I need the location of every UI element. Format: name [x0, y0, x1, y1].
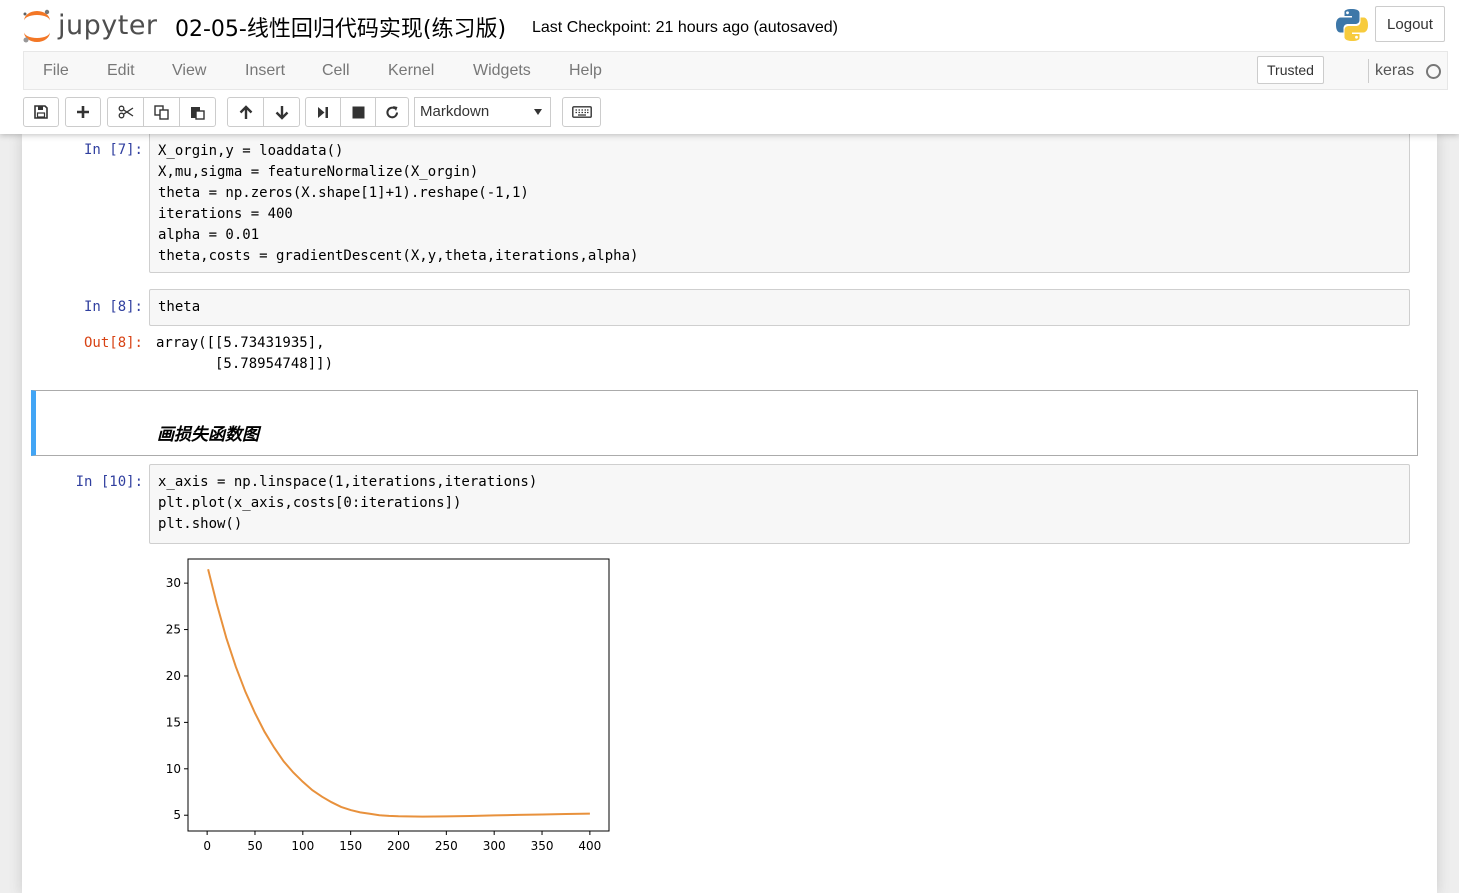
menu-insert[interactable]: Insert	[245, 62, 286, 79]
markdown-heading: 画损失函数图	[157, 425, 259, 444]
menu-kernel[interactable]: Kernel	[388, 62, 435, 79]
cut-button[interactable]	[107, 97, 144, 127]
x-tick-label: 100	[291, 839, 314, 853]
menu-view[interactable]: View	[172, 62, 207, 79]
kernel-name[interactable]: keras	[1375, 62, 1415, 79]
code-line: plt.plot(x_axis,costs[0:iterations])	[158, 495, 462, 511]
plus-icon	[77, 106, 89, 118]
cell-type-value: Markdown	[420, 103, 490, 120]
paste-icon	[190, 106, 205, 120]
x-tick-label: 0	[203, 839, 211, 853]
checkpoint-status: Last Checkpoint: 21 hours ago (autosaved…	[532, 19, 838, 36]
header: jupyter 02-05-线性回归代码实现(练习版) Last Checkpo…	[0, 0, 1459, 50]
code-cell-10[interactable]: x_axis = np.linspace(1,iterations,iterat…	[149, 464, 1410, 544]
trusted-indicator[interactable]: Trusted	[1257, 56, 1324, 84]
menu-bar: File Edit View Insert Cell Kernel Widget…	[23, 51, 1448, 90]
code-cell-8[interactable]: theta	[149, 289, 1410, 326]
logo-text: jupyter	[58, 10, 158, 41]
menu-edit[interactable]: Edit	[107, 62, 135, 79]
insert-cell-button[interactable]	[65, 97, 101, 127]
output-prompt: Out[8]:	[83, 335, 143, 351]
logout-button[interactable]: Logout	[1375, 6, 1445, 42]
code-line: X_orgin,y = loaddata()	[158, 143, 344, 159]
code-line: theta,costs = gradientDescent(X,y,theta,…	[158, 248, 639, 264]
restart-button[interactable]	[375, 97, 409, 127]
cost-curve-chart: 0 50 100 150 200 250 300 350 400 5 10 15 20 25 30	[166, 558, 610, 853]
kernel-idle-icon	[1426, 64, 1441, 79]
copy-icon	[153, 104, 169, 120]
menu-cell[interactable]: Cell	[322, 62, 350, 79]
input-prompt: In [7]:	[83, 142, 143, 158]
cell-type-select[interactable]: Markdown	[414, 97, 551, 127]
divider	[1368, 59, 1369, 83]
keyboard-icon	[571, 106, 592, 118]
save-button[interactable]	[23, 97, 59, 127]
code-line: alpha = 0.01	[158, 227, 260, 243]
cut-icon	[118, 105, 133, 119]
code-editor[interactable]: x_axis = np.linspace(1,iterations,iterat…	[150, 465, 1409, 541]
plot-area	[187, 558, 610, 832]
markdown-cell[interactable]: 画损失函数图	[31, 390, 1418, 456]
input-prompt: In [8]:	[83, 299, 143, 315]
y-tick-label: 30	[166, 576, 181, 590]
jupyter-icon	[23, 9, 50, 43]
y-tick-label: 25	[166, 623, 181, 637]
code-cell-7[interactable]: X_orgin,y = loaddata() X,mu,sigma = feat…	[149, 134, 1410, 273]
menu-widgets[interactable]: Widgets	[473, 62, 531, 79]
run-icon	[318, 106, 328, 118]
code-editor[interactable]: X_orgin,y = loaddata() X,mu,sigma = feat…	[150, 134, 1409, 273]
copy-button[interactable]	[143, 97, 180, 127]
x-tick-label: 200	[387, 839, 410, 853]
jupyter-logo[interactable]: jupyter	[20, 8, 160, 44]
restart-icon	[385, 105, 398, 118]
top-bar: jupyter 02-05-线性回归代码实现(练习版) Last Checkpo…	[0, 0, 1459, 134]
code-line: X,mu,sigma = featureNormalize(X_orgin)	[158, 164, 479, 180]
move-down-button[interactable]	[263, 97, 300, 127]
input-prompt: In [10]:	[75, 474, 143, 490]
code-editor[interactable]: theta	[158, 299, 201, 315]
command-palette-button[interactable]	[562, 97, 601, 127]
save-icon	[34, 105, 48, 119]
x-tick-label: 250	[435, 839, 458, 853]
x-tick-label: 350	[531, 839, 554, 853]
code-line: theta = np.zeros(X.shape[1]+1).reshape(-…	[158, 185, 529, 201]
y-tick-label: 5	[173, 808, 181, 822]
code-line: iterations = 400	[158, 206, 293, 222]
cost-series-line	[207, 568, 590, 818]
python-logo-icon	[1336, 9, 1368, 41]
paste-button[interactable]	[179, 97, 216, 127]
y-tick-label: 10	[166, 762, 181, 776]
run-button[interactable]	[305, 97, 341, 127]
y-tick-label: 15	[166, 715, 181, 729]
stop-icon	[352, 106, 364, 118]
x-tick-label: 400	[578, 839, 601, 853]
y-tick-label: 20	[166, 669, 181, 683]
code-line: plt.show()	[158, 516, 243, 532]
x-tick-label: 150	[339, 839, 362, 853]
interrupt-button[interactable]	[340, 97, 376, 127]
move-up-button[interactable]	[227, 97, 264, 127]
arrow-up-icon	[239, 104, 252, 119]
menu-help[interactable]: Help	[569, 62, 602, 79]
arrow-down-icon	[275, 105, 288, 120]
code-line: x_axis = np.linspace(1,iterations,iterat…	[158, 474, 538, 490]
chevron-down-icon	[534, 109, 542, 115]
notebook-container: In [7]: X_orgin,y = loaddata() X,mu,sigm…	[22, 134, 1437, 893]
x-tick-label: 300	[483, 839, 506, 853]
notebook-title[interactable]: 02-05-线性回归代码实现(练习版)	[175, 17, 507, 42]
x-tick-label: 50	[247, 839, 262, 853]
output-text: array([[5.73431935], [5.78954748]])	[156, 335, 334, 372]
menu-file[interactable]: File	[43, 62, 69, 79]
